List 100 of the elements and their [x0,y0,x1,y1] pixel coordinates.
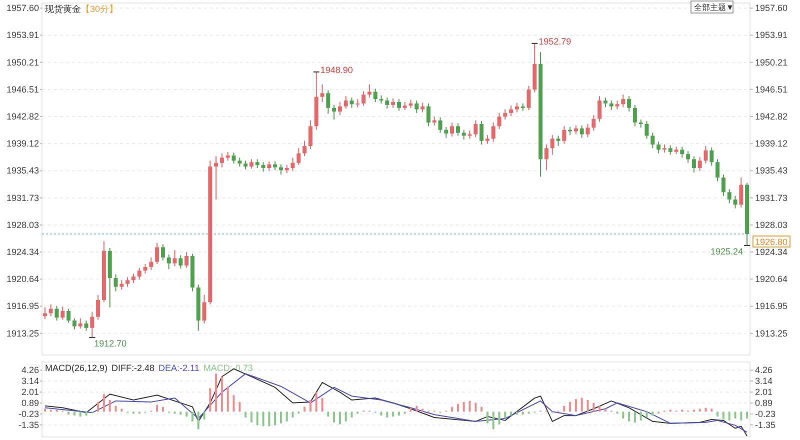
y-tick-label: 1942.82 [6,112,39,122]
bar [392,412,394,417]
y2-tick-label: -0.23 [755,408,776,419]
candlestick [344,96,348,110]
bar [640,412,642,420]
bar [580,398,583,412]
candlestick [497,112,502,130]
bar [280,412,282,424]
candlestick [66,308,71,324]
candlestick [733,195,738,209]
bar [480,406,483,412]
bar [474,402,477,412]
bar [321,398,324,412]
y2-tick-label: 1935.43 [755,166,788,176]
candlestick [126,276,130,288]
bar [380,412,382,416]
bar [85,412,88,416]
y-tick-label: 1939.12 [6,138,39,149]
candlestick [296,148,301,166]
y-tick-label: 4.26 [21,365,39,376]
candlestick [78,318,82,330]
candlestick [149,256,154,270]
bar [416,406,418,412]
y-tick-label: 1924.34 [6,247,39,258]
bar [516,412,518,415]
candlestick [414,100,419,114]
candlestick [668,144,672,156]
candlestick [290,157,295,172]
y-tick-label: 1916.95 [6,301,39,312]
candlestick [632,104,637,127]
candlestick [480,120,484,146]
candlestick [686,150,690,164]
candlestick [249,158,254,170]
y-tick-label: 1913.25 [6,328,39,338]
candlestick [137,267,142,280]
y-tick-label: 1957.60 [6,3,39,14]
bar [563,406,566,412]
bar [156,404,158,412]
y-tick-label: 1931.73 [6,192,39,203]
bar [68,412,70,415]
candlestick [509,105,514,116]
bar [734,412,736,418]
bar [238,402,241,412]
candlestick [373,88,378,102]
candlestick [556,135,560,146]
candlestick [592,114,596,132]
bar [232,395,235,412]
bar [327,412,330,417]
candlestick [656,141,661,154]
bar [586,400,589,412]
candlestick [438,116,442,134]
bar [286,412,288,422]
y2-tick-label: 0.89 [755,398,773,408]
candlestick [385,97,390,110]
bar [704,408,707,412]
candlestick [166,254,171,270]
bar [569,402,572,412]
candlestick [220,152,224,168]
candlestick [644,120,649,140]
bar [333,412,336,422]
candlestick [627,96,632,112]
y-tick-label: 1950.21 [6,57,39,68]
y2-tick-label: 1957.60 [755,3,788,14]
candlestick [456,122,460,136]
y-tick-label: -0.23 [18,408,39,419]
candlestick [621,94,626,108]
bar [180,412,182,415]
y-tick-label: -1.35 [18,420,39,430]
y2-tick-label: 1942.82 [755,112,788,122]
bar [468,400,471,412]
candlestick [698,156,702,172]
candlestick [84,320,88,332]
candlestick [716,158,720,182]
y-tick-label: 1920.64 [6,274,39,284]
y2-tick-label: 1916.95 [755,301,788,312]
bar [250,412,252,422]
bar [492,412,494,430]
bar [315,392,318,412]
bar [722,412,724,420]
bar [108,400,111,412]
bar [292,412,294,418]
candlestick [326,90,330,114]
bar [456,404,459,412]
y-tick-label: 0.89 [21,398,39,408]
candlestick [114,274,118,292]
bar [746,412,748,418]
y-tick-label: 1935.43 [6,166,39,176]
candlestick [650,132,655,149]
bar [256,412,258,426]
y2-tick-label: 1924.34 [755,247,788,258]
candlestick [267,160,272,172]
annotation: 1925.24 [710,246,744,256]
candlestick [544,144,548,171]
candlestick [426,102,430,127]
y2-tick-label: 1939.12 [755,138,788,149]
candlestick [96,294,100,320]
candlestick [202,294,206,324]
bar [73,412,76,416]
bar [728,412,730,420]
candlestick [60,306,65,320]
